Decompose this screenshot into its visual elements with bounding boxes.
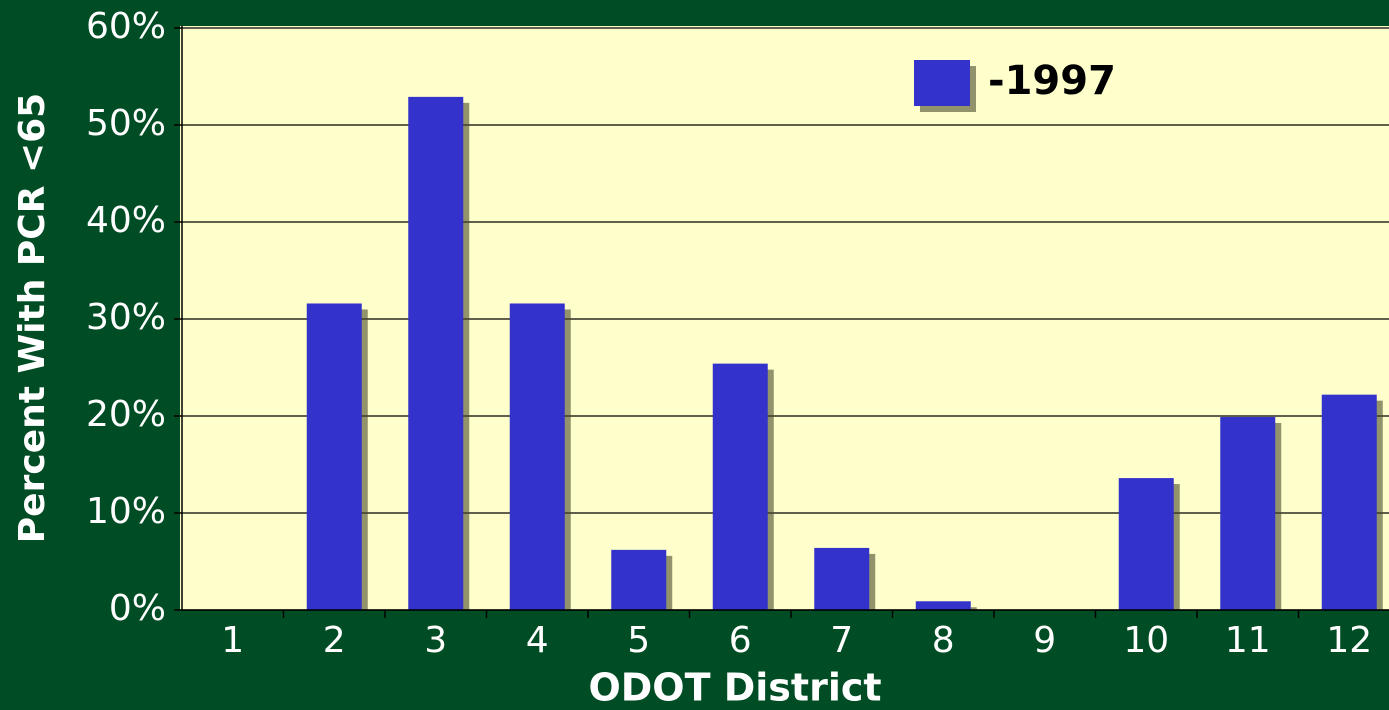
x-tick-label: 3: [424, 620, 447, 661]
x-tick-label: 6: [729, 620, 752, 661]
y-axis-label: Percent With PCR <65: [12, 93, 53, 543]
legend-swatch: [914, 60, 970, 106]
x-tick-label: 10: [1123, 620, 1169, 661]
bar: [915, 601, 971, 610]
x-tick-label: 7: [830, 620, 853, 661]
x-tick-label: 2: [323, 620, 346, 661]
x-tick-label: 11: [1225, 620, 1271, 661]
y-tick-label: 40%: [86, 200, 166, 241]
y-tick-label: 50%: [86, 103, 166, 144]
legend-label: -1997: [988, 58, 1116, 104]
bar: [306, 303, 362, 610]
bar: [1321, 394, 1377, 610]
bar: [1118, 478, 1174, 610]
x-tick-label: 12: [1326, 620, 1372, 661]
x-tick-label: 9: [1033, 620, 1056, 661]
y-tick-label: 60%: [86, 6, 166, 47]
bar: [408, 96, 464, 611]
bar: [611, 549, 667, 610]
bar: [814, 547, 870, 610]
x-axis-label: ODOT District: [588, 666, 881, 710]
y-tick-label: 0%: [109, 588, 166, 629]
x-tick-label: 4: [526, 620, 549, 661]
x-tick-label: 1: [221, 620, 244, 661]
bar: [1220, 416, 1276, 610]
x-tick-label: 8: [932, 620, 955, 661]
bar: [509, 303, 565, 610]
y-tick-label: 30%: [86, 297, 166, 338]
y-tick-label: 10%: [86, 491, 166, 532]
x-tick-label: 5: [627, 620, 650, 661]
bar: [712, 363, 768, 610]
y-tick-label: 20%: [86, 394, 166, 435]
